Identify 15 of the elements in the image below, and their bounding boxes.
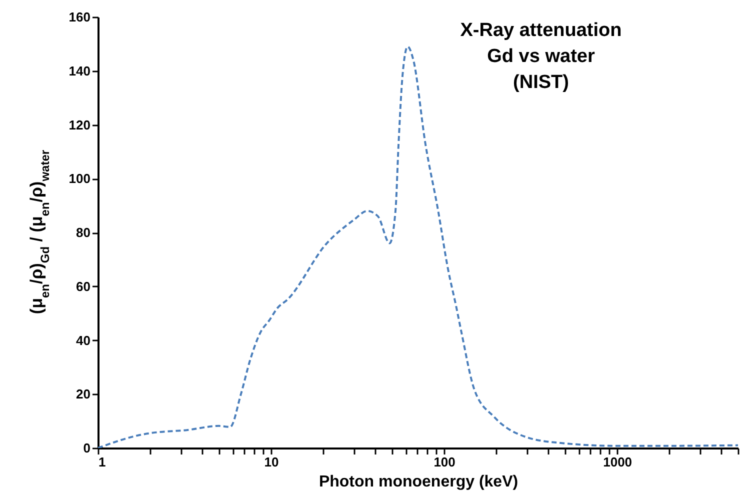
- y-tick-label: 0: [83, 440, 90, 456]
- x-tick-label: 1: [98, 454, 106, 470]
- y-tick-label: 140: [68, 63, 90, 78]
- x-tick-label: 100: [434, 454, 456, 470]
- y-tick-label: 100: [68, 171, 90, 186]
- y-tick-label: 120: [68, 117, 90, 132]
- x-tick-label: 1000: [603, 454, 632, 470]
- y-tick-label: 20: [76, 386, 90, 402]
- y-tick-label: 160: [68, 10, 90, 24]
- y-tick-label: 40: [76, 332, 90, 348]
- text: X-Ray attenuation Gd vs water (NIST): [460, 20, 622, 93]
- y-tick-label: 60: [76, 278, 90, 294]
- y-tick-label: 80: [76, 225, 90, 240]
- x-axis-title: Photon monoenergy (keV): [318, 474, 518, 490]
- x-tick-label: 10: [264, 454, 279, 470]
